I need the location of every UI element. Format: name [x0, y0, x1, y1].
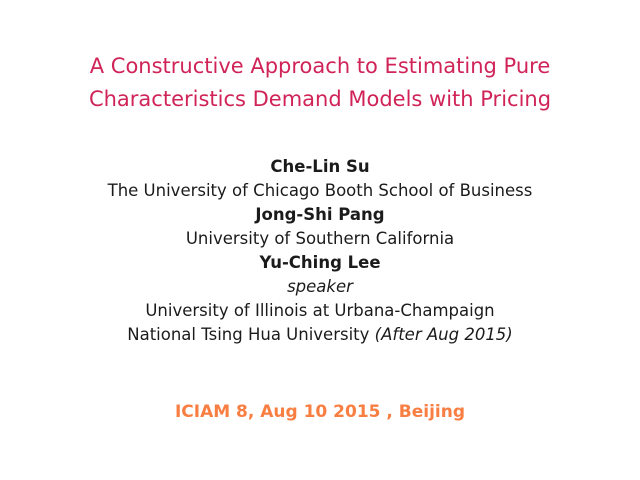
author-name-lee: Yu-Ching Lee: [259, 253, 381, 272]
author-name-pang: Jong-Shi Pang: [255, 205, 385, 224]
affiliation-future-text: National Tsing Hua University: [127, 325, 370, 344]
affiliation-future-note: (After Aug 2015): [374, 325, 513, 344]
slide-title-line2: Characteristics Demand Models with Prici…: [88, 87, 552, 111]
author-affiliation-su: The University of Chicago Booth School o…: [107, 181, 533, 200]
authors-block: Che-Lin Su The University of Chicago Boo…: [0, 155, 640, 347]
slide-title: A Constructive Approach to Estimating Pu…: [0, 50, 640, 116]
author-affiliation-lee-future: National Tsing Hua University (After Aug…: [0, 323, 640, 347]
author-affiliation-lee-current: University of Illinois at Urbana-Champai…: [145, 301, 495, 320]
speaker-note: speaker: [287, 277, 353, 296]
slide-title-line1: A Constructive Approach to Estimating Pu…: [89, 54, 551, 78]
author-affiliation-pang: University of Southern California: [185, 229, 455, 248]
conference-line: ICIAM 8, Aug 10 2015 , Beijing: [174, 402, 466, 422]
author-name-su: Che-Lin Su: [270, 157, 370, 176]
